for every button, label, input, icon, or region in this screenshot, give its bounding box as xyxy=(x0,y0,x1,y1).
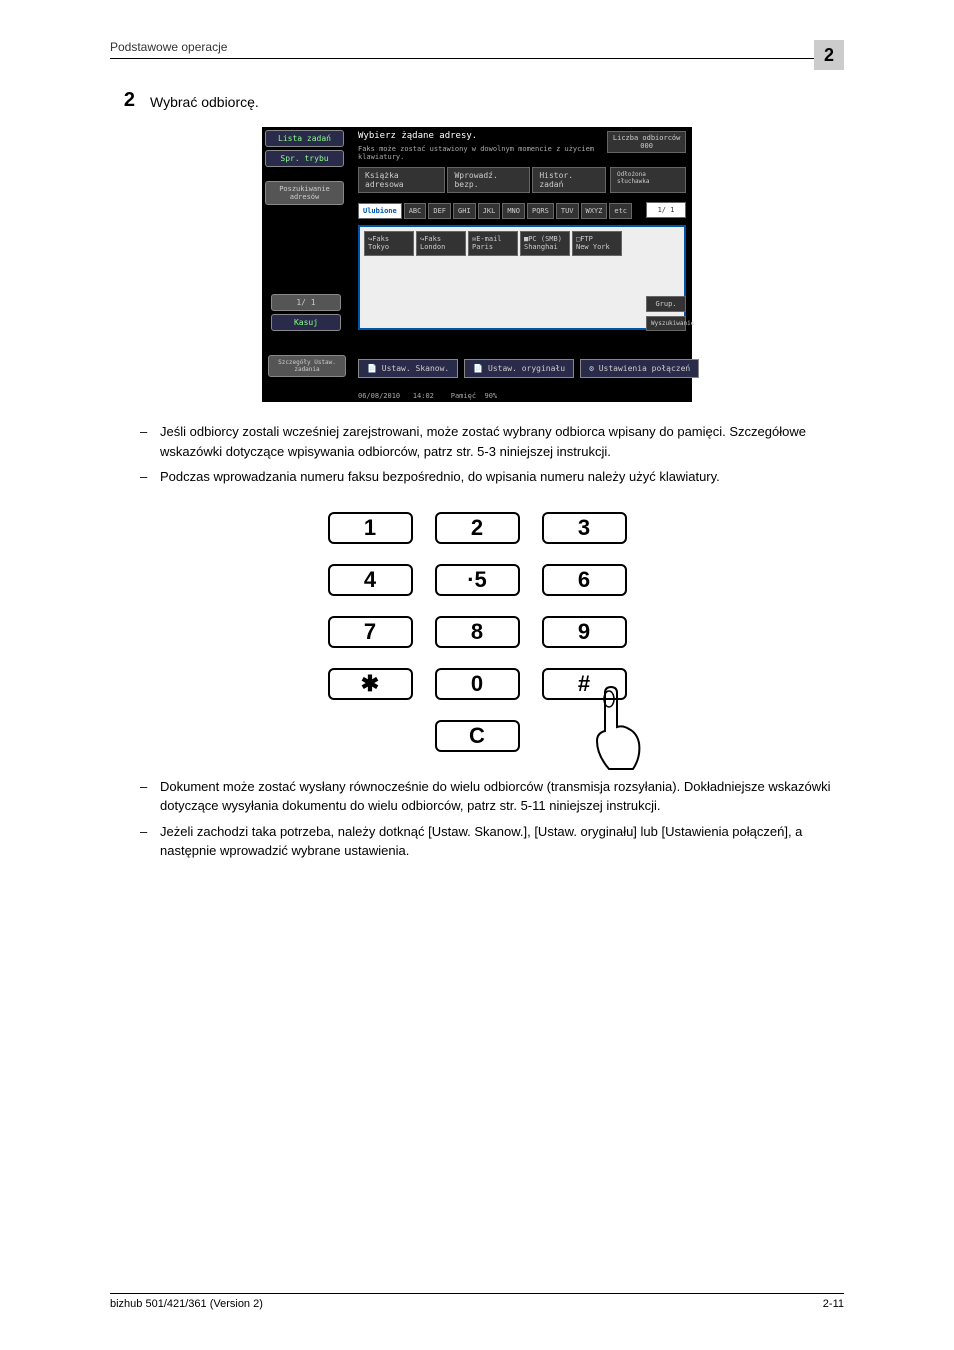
chapter-corner-number: 2 xyxy=(814,40,844,70)
ss-recipient-count-label: Liczba odbiorców 000 xyxy=(607,131,686,153)
ss-scan-settings-label: Ustaw. Skanow. xyxy=(382,364,449,373)
keypad-key-6[interactable]: 6 xyxy=(542,564,627,596)
ss-date: 06/08/2010 xyxy=(358,392,400,400)
keypad-key-1[interactable]: 1 xyxy=(328,512,413,544)
ss-address-panel: ↪FaksTokyo↪FaksLondon✉E-mailParis■PC (SM… xyxy=(358,225,686,330)
keypad-key-9[interactable]: 9 xyxy=(542,616,627,648)
keypad: 1234·56789✱0# C xyxy=(317,512,637,752)
keypad-key-3[interactable]: 3 xyxy=(542,512,627,544)
step-number: 2 xyxy=(110,89,150,112)
ss-title: Wybierz żądane adresy. xyxy=(352,127,601,145)
ss-memory-label: Pamięć xyxy=(451,392,476,400)
ss-search-button[interactable]: Wyszukiwanie xyxy=(646,316,686,331)
ss-letter-tuv[interactable]: TUV xyxy=(556,203,579,219)
ss-letter-ghi[interactable]: GHI xyxy=(453,203,476,219)
ss-group-button[interactable]: Grup. xyxy=(646,296,686,312)
ss-check-mode-button[interactable]: Spr. trybu xyxy=(265,150,344,167)
ss-original-settings-label: Ustaw. oryginału xyxy=(488,364,565,373)
ss-offhook-button[interactable]: Odłożona słuchawka xyxy=(610,167,686,193)
ss-letter-abc[interactable]: ABC xyxy=(404,203,427,219)
ss-scan-settings-button[interactable]: 📄 Ustaw. Skanow. xyxy=(358,359,458,378)
ss-letter-def[interactable]: DEF xyxy=(428,203,451,219)
bullet-item: –Podczas wprowadzania numeru faksu bezpo… xyxy=(140,467,844,487)
keypad-key-7[interactable]: 7 xyxy=(328,616,413,648)
ss-address-card[interactable]: ↪FaksLondon xyxy=(416,231,466,256)
ss-job-settings-button[interactable]: Szczegóły Ustaw. zadania xyxy=(268,355,346,377)
keypad-key-clear[interactable]: C xyxy=(435,720,520,752)
ss-letter-pqrs[interactable]: PQRS xyxy=(527,203,554,219)
ss-comm-settings-button[interactable]: ⚙ Ustawienia połączeń xyxy=(580,359,699,378)
ss-letter-favorites[interactable]: Ulubione xyxy=(358,203,402,219)
bullet-item: –Jeśli odbiorcy zostali wcześniej zarejs… xyxy=(140,422,844,461)
device-screenshot: Lista zadań Spr. trybu Poszukiwanie adre… xyxy=(262,127,692,402)
footer-right: 2-11 xyxy=(823,1298,844,1310)
step-text: Wybrać odbiorcę. xyxy=(150,89,259,112)
ss-tab-direct-input[interactable]: Wprowadź. bezp. xyxy=(447,167,530,193)
ss-job-list-button[interactable]: Lista zadań xyxy=(265,130,344,147)
keypad-key-0[interactable]: 0 xyxy=(435,668,520,700)
footer-left: bizhub 501/421/361 (Version 2) xyxy=(110,1298,263,1310)
finger-icon xyxy=(587,685,647,780)
ss-comm-settings-label: Ustawienia połączeń xyxy=(599,364,691,373)
bullet-list-2: –Dokument może zostać wysłany równocześn… xyxy=(140,777,844,861)
keypad-key-8[interactable]: 8 xyxy=(435,616,520,648)
ss-address-card[interactable]: ■PC (SMB)Shanghai xyxy=(520,231,570,256)
ss-page-indicator: 1/ 1 xyxy=(646,202,686,218)
ss-letter-wxyz[interactable]: WXYZ xyxy=(581,203,608,219)
ss-address-card[interactable]: ↪FaksTokyo xyxy=(364,231,414,256)
ss-recipient-count-value: 000 xyxy=(640,142,653,150)
ss-delete-button[interactable]: Kasuj xyxy=(271,314,341,331)
ss-address-search-label: Poszukiwanie adresów xyxy=(265,181,344,205)
ss-left-page-indicator: 1/ 1 xyxy=(271,294,341,311)
ss-letter-mno[interactable]: MNO xyxy=(502,203,525,219)
ss-memory-pct: 90% xyxy=(484,392,497,400)
ss-original-settings-button[interactable]: 📄 Ustaw. oryginału xyxy=(464,359,574,378)
bullet-item: –Jeżeli zachodzi taka potrzeba, należy d… xyxy=(140,822,844,861)
keypad-key-✱[interactable]: ✱ xyxy=(328,668,413,700)
ss-address-card[interactable]: ✉E-mailParis xyxy=(468,231,518,256)
keypad-key-4[interactable]: 4 xyxy=(328,564,413,596)
ss-tab-job-history[interactable]: Histor. zadań xyxy=(532,167,606,193)
ss-subtitle: Faks może zostać ustawiony w dowolnym mo… xyxy=(352,145,601,165)
ss-recipient-count-text: Liczba odbiorców xyxy=(613,134,680,142)
ss-address-card[interactable]: □FTPNew York xyxy=(572,231,622,256)
ss-letter-etc[interactable]: etc xyxy=(609,203,632,219)
keypad-key-·5[interactable]: ·5 xyxy=(435,564,520,596)
header-label: Podstawowe operacje xyxy=(110,40,227,54)
bullet-item: –Dokument może zostać wysłany równocześn… xyxy=(140,777,844,816)
keypad-key-2[interactable]: 2 xyxy=(435,512,520,544)
ss-time: 14:02 xyxy=(413,392,434,400)
bullet-list-1: –Jeśli odbiorcy zostali wcześniej zarejs… xyxy=(140,422,844,487)
ss-tab-addressbook[interactable]: Książka adresowa xyxy=(358,167,445,193)
ss-letter-jkl[interactable]: JKL xyxy=(478,203,501,219)
